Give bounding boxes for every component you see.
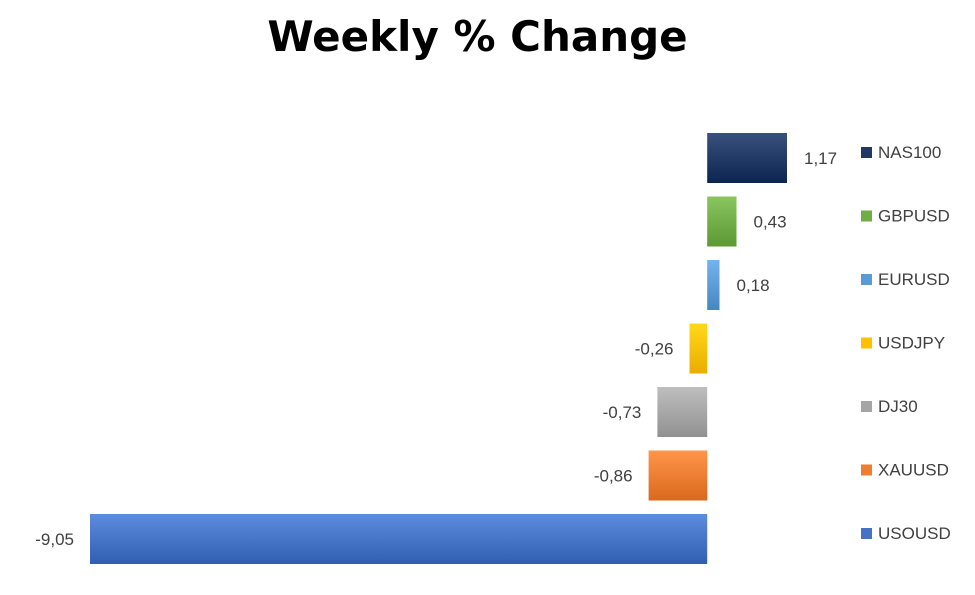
legend-label-usousd: USOUSD <box>878 524 951 543</box>
bar-usousd <box>90 514 708 564</box>
legend-swatch-xauusd <box>861 464 872 476</box>
data-label-nas100: 1,17 <box>804 149 837 168</box>
data-label-xauusd: -0,86 <box>594 467 633 486</box>
bar-usdjpy <box>689 323 708 374</box>
legend-label-dj30: DJ30 <box>878 397 918 416</box>
data-label-dj30: -0,73 <box>603 403 642 422</box>
bar-nas100 <box>707 133 787 183</box>
data-label-gbpusd: 0,43 <box>754 213 787 232</box>
bar-dj30 <box>657 387 708 437</box>
data-label-usdjpy: -0,26 <box>635 340 674 359</box>
legend-swatch-eurusd <box>861 274 872 285</box>
legend-swatch-nas100 <box>861 147 872 158</box>
legend-swatch-usousd <box>861 528 872 539</box>
bar-gbpusd <box>707 196 737 247</box>
data-label-eurusd: 0,18 <box>737 276 770 295</box>
legend-label-xauusd: XAUUSD <box>878 461 949 480</box>
legend-label-gbpusd: GBPUSD <box>878 207 950 226</box>
bar-eurusd <box>707 260 720 310</box>
legend: NAS100 GBPUSD EURUSD USDJPY DJ30 XAUUSD USOUSD <box>861 143 951 543</box>
legend-swatch-usdjpy <box>861 337 872 349</box>
legend-label-usdjpy: USDJPY <box>878 334 945 353</box>
legend-swatch-dj30 <box>861 401 872 412</box>
chart-title: Weekly % Change <box>267 12 688 61</box>
legend-swatch-gbpusd <box>861 210 872 222</box>
bar-xauusd <box>648 450 708 501</box>
legend-label-eurusd: EURUSD <box>878 270 950 289</box>
data-label-usousd: -9,05 <box>35 530 74 549</box>
legend-label-nas100: NAS100 <box>878 143 941 162</box>
